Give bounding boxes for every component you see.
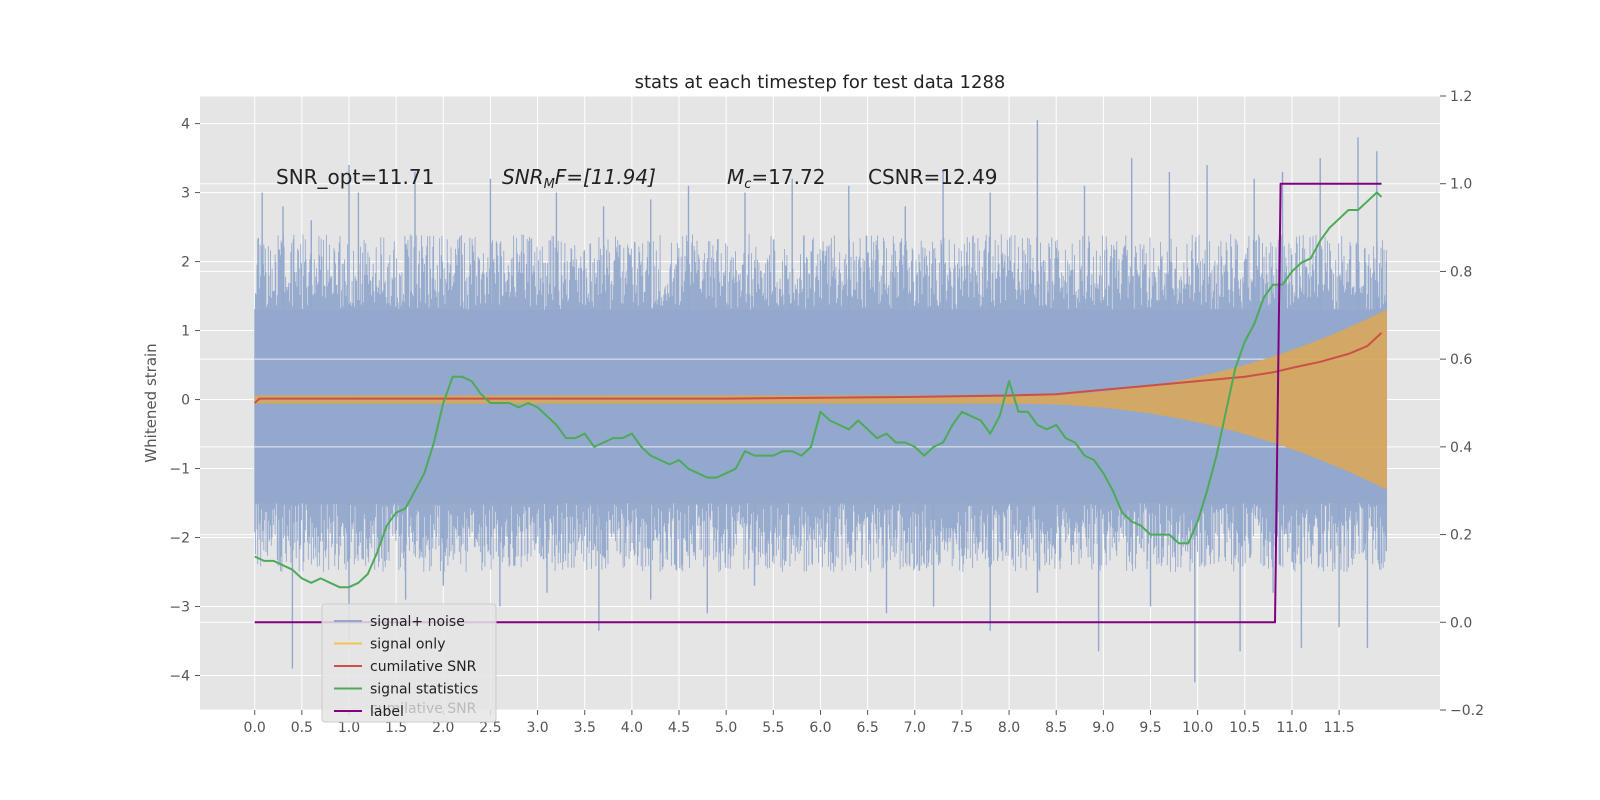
y2-tick-label: 0.6 xyxy=(1450,352,1472,368)
y2-tick-label: 0.8 xyxy=(1450,264,1472,280)
x-tick-label: 1.5 xyxy=(385,720,407,736)
x-tick-label: 11.0 xyxy=(1276,720,1307,736)
series-line-cumilative-snr xyxy=(254,332,1383,404)
y-tick-label: −4 xyxy=(169,669,190,685)
x-tick-label: 8.5 xyxy=(1045,720,1067,736)
y-tick-label: 3 xyxy=(181,186,190,202)
y-tick-label: −3 xyxy=(169,600,190,616)
x-tick-label: 3.0 xyxy=(526,720,548,736)
y-tick-label: 2 xyxy=(181,255,190,271)
x-tick-label: 9.5 xyxy=(1139,720,1161,736)
x-tick-label: 8.0 xyxy=(998,720,1020,736)
x-tick-label: 7.0 xyxy=(904,720,926,736)
x-tick-label: 11.5 xyxy=(1324,720,1355,736)
x-tick-label: 4.5 xyxy=(668,720,690,736)
y-axis-right: 1.2 1.0 0.8 0.6 0.4 0.2 0.0 −0.2 xyxy=(1440,89,1484,719)
series-line-signal-statistics xyxy=(254,191,1383,589)
y2-tick-label: 0.0 xyxy=(1450,615,1472,631)
x-tick-label: 5.0 xyxy=(715,720,737,736)
legend-label: signal+ noise xyxy=(370,614,465,630)
y2-tick-label: 1.0 xyxy=(1450,177,1472,193)
x-tick-label: 2.0 xyxy=(432,720,454,736)
x-tick-label: 10.0 xyxy=(1182,720,1213,736)
legend: cumilative SNR signal+ noise signal only c… xyxy=(321,603,497,723)
legend-label: signal only xyxy=(370,637,445,653)
annotation-mc: Mc=17.72 xyxy=(727,165,825,192)
x-tick-label: 6.5 xyxy=(856,720,878,736)
noise-spikes xyxy=(258,120,1387,683)
x-axis: 0.0 0.5 1.0 1.5 2.0 2.5 3.0 3.5 4.0 4.5 5.0 5.5 6.0 6… xyxy=(244,710,1355,736)
y2-tick-label: 0.4 xyxy=(1450,440,1472,456)
x-tick-label: 5.5 xyxy=(762,720,784,736)
x-tick-label: 3.5 xyxy=(574,720,596,736)
annotation-snr-opt: SNR_opt=11.71 xyxy=(276,165,434,189)
chart-title: stats at each timestep for test data 128… xyxy=(635,72,1006,93)
annotation-snr-mf-sub: M xyxy=(544,177,555,192)
x-tick-label: 6.0 xyxy=(809,720,831,736)
signal-chirp xyxy=(1008,309,1387,490)
y-tick-label: −2 xyxy=(169,531,190,547)
y2-tick-label: −0.2 xyxy=(1450,703,1484,719)
legend-label: cumilative SNR xyxy=(370,659,477,675)
y-tick-label: 1 xyxy=(181,324,190,340)
annotation-mc-rest: =17.72 xyxy=(751,165,825,189)
x-tick-label: 0.5 xyxy=(291,720,313,736)
legend-frame xyxy=(321,603,497,723)
annotation-snr-mf: SNRMF=[11.94] xyxy=(502,165,656,192)
legend-label: signal statistics xyxy=(370,682,478,698)
y-axis-label: Whitened strain xyxy=(142,343,160,462)
annotation-csnr: CSNR=12.49 xyxy=(868,165,998,189)
annotation-snr-mf-main: SNR xyxy=(502,165,544,189)
series-lines xyxy=(254,182,1383,624)
legend-ghost-text: cumilative SNR xyxy=(370,701,477,717)
x-tick-label: 9.0 xyxy=(1092,720,1114,736)
y-tick-label: 0 xyxy=(181,393,190,409)
x-tick-label: 4.0 xyxy=(621,720,643,736)
y-tick-label: −1 xyxy=(169,462,190,478)
x-tick-label: 7.5 xyxy=(951,720,973,736)
y2-tick-label: 0.2 xyxy=(1450,528,1472,544)
x-tick-label: 0.0 xyxy=(244,720,266,736)
annotation-snr-mf-rest: F=[11.94] xyxy=(555,165,656,189)
y-axis-left: 4 3 2 1 0 −1 −2 −3 −4 xyxy=(169,117,200,685)
annotation-mc-sub: c xyxy=(744,177,751,192)
legend-label: label xyxy=(370,704,404,720)
x-tick-label: 10.5 xyxy=(1229,720,1260,736)
x-tick-label: 1.0 xyxy=(338,720,360,736)
y-tick-label: 4 xyxy=(181,117,190,133)
series-line-label xyxy=(254,182,1382,624)
y2-tick-label: 1.2 xyxy=(1450,89,1472,105)
annotation-mc-main: M xyxy=(727,165,744,189)
x-tick-label: 2.5 xyxy=(479,720,501,736)
